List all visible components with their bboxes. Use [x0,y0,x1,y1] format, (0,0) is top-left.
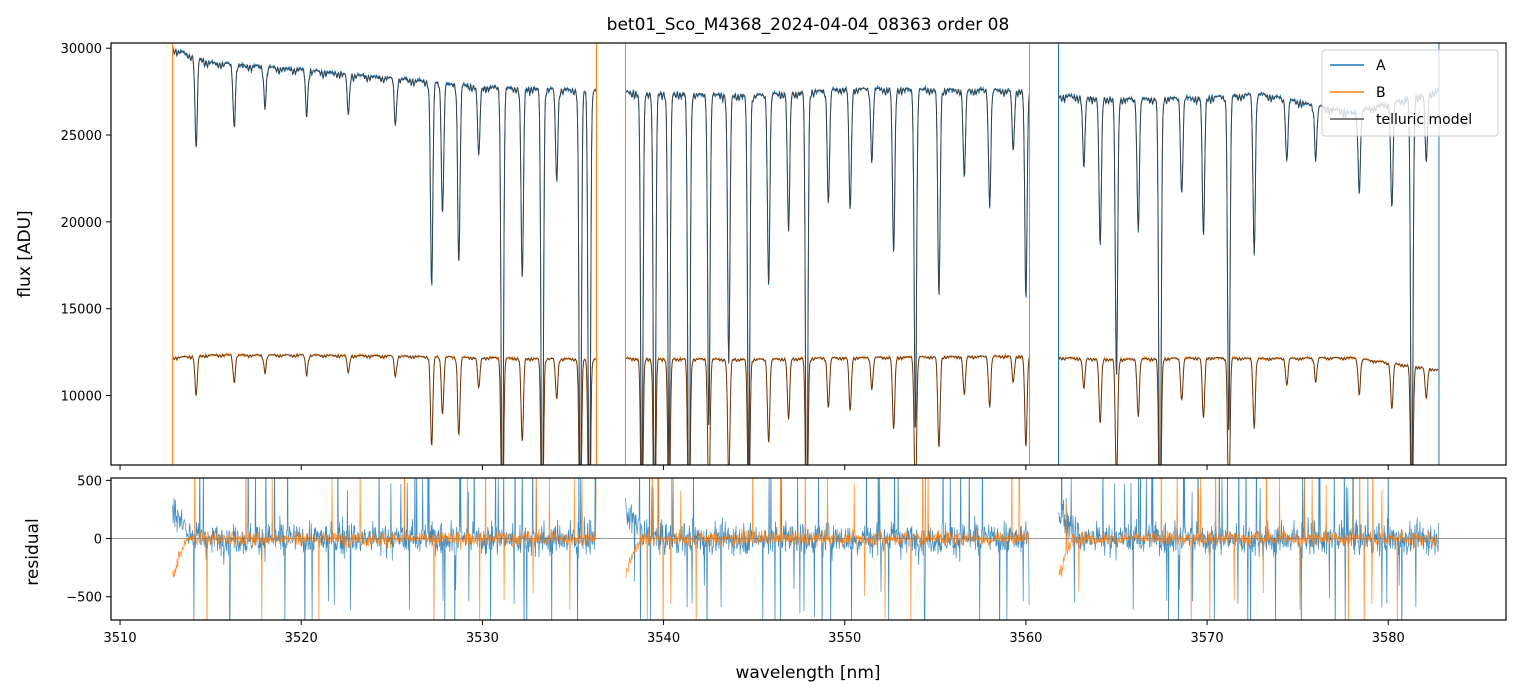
wavelength-x-tick-label: 3560 [1009,631,1042,646]
legend-label-b: B [1376,85,1386,101]
flux-y-tick-label: 30000 [61,42,102,57]
legend-label-telluric: telluric model [1376,112,1472,128]
residual-axis-label: residual [23,518,43,585]
flux-y-tick-label: 15000 [61,303,102,318]
flux-y-tick-label: 25000 [61,129,102,144]
wavelength-x-tick-label: 3530 [466,631,499,646]
wavelength-x-tick-label: 3510 [104,631,137,646]
flux-y-tick-label: 10000 [61,390,102,405]
residual-panel: −500 0 500 3510 3520 3530 3540 3550 3560 3570 358… [23,402,1506,683]
flux-axis-label: flux [ADU] [15,210,35,297]
legend-label-a: A [1376,58,1386,74]
wavelength-x-tick-label: 3520 [285,631,318,646]
wavelength-x-tick-label: 3550 [828,631,861,646]
flux-y-tick-label: 20000 [61,216,102,231]
wavelength-axis-label: wavelength [nm] [735,663,880,683]
legend: A B telluric model [1322,50,1498,136]
chart-title: bet01_Sco_M4368_2024-04-04_08363 order 0… [607,15,1010,35]
wavelength-x-tick-label: 3580 [1372,631,1405,646]
wavelength-x-tick-label: 3570 [1191,631,1224,646]
flux-panel: 10000 15000 20000 25000 30000 flux [ADU] A B… [15,42,1506,564]
residual-y-tick-label: −500 [66,591,102,606]
residual-y-tick-label: 500 [77,474,102,489]
residual-y-tick-label: 0 [94,533,102,548]
wavelength-x-tick-label: 3540 [647,631,680,646]
residual-axes-frame [111,478,1506,620]
